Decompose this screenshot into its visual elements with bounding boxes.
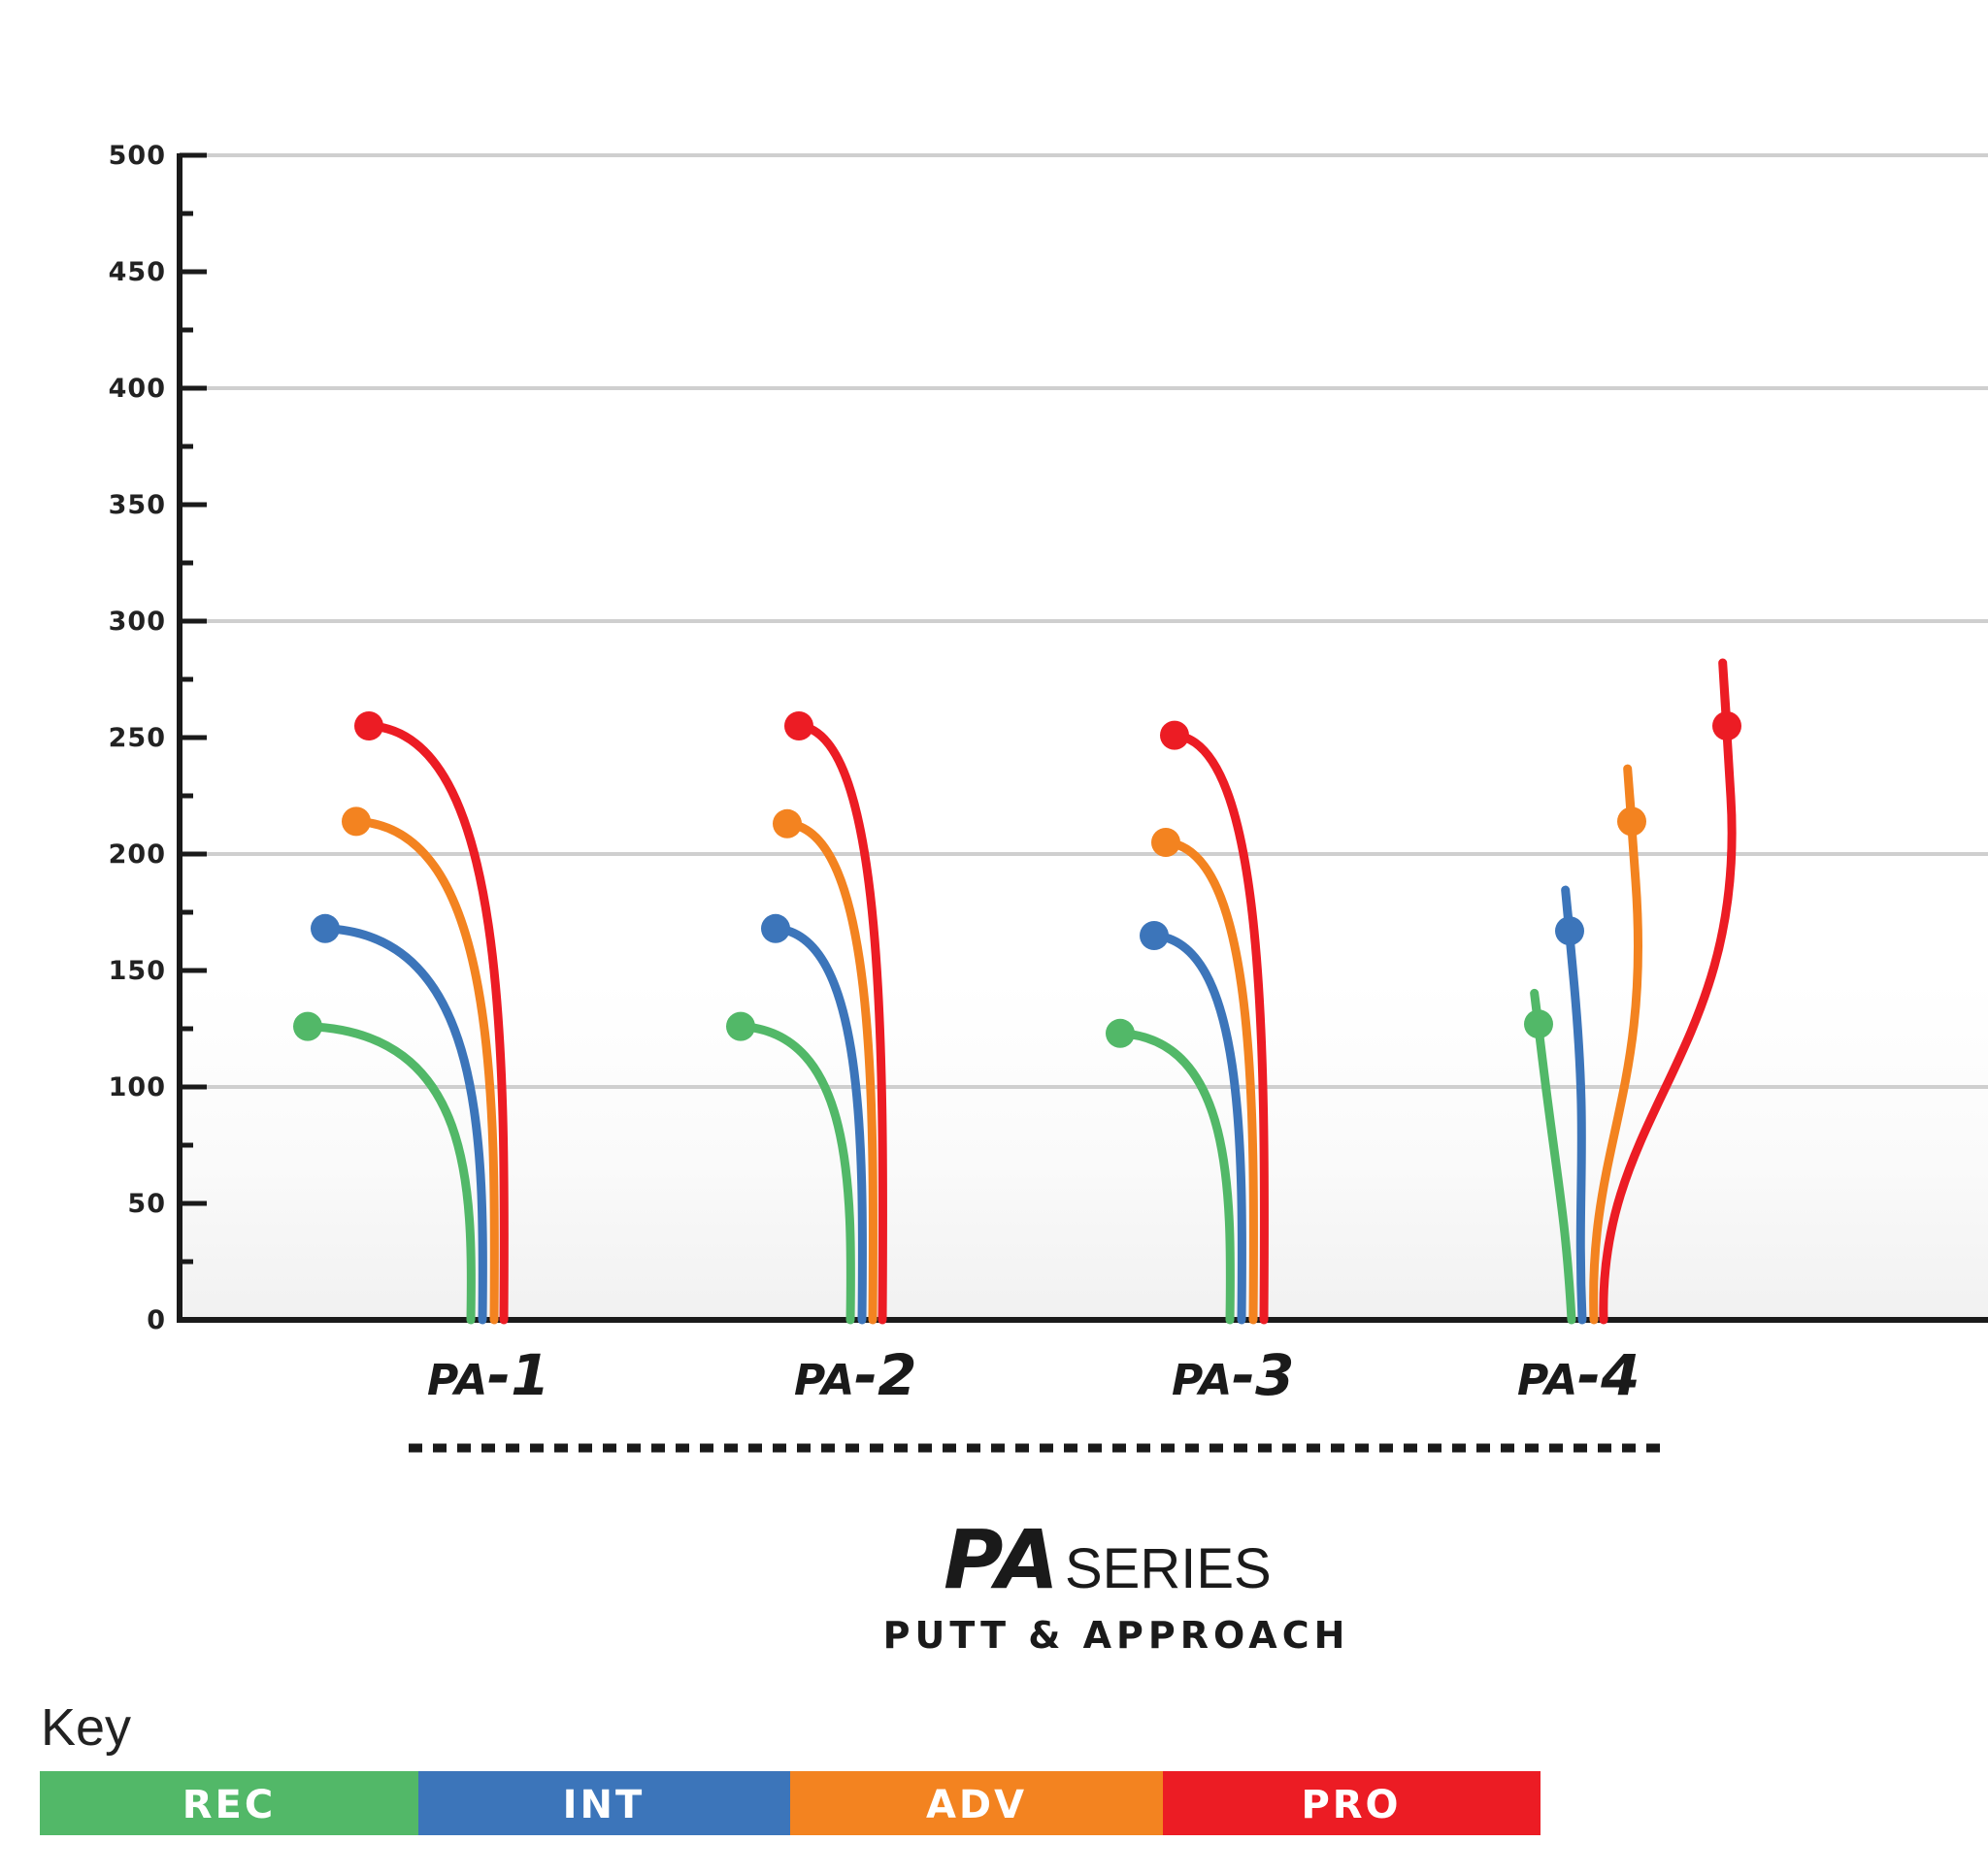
disc-label-pa-2: PA -2 [794, 1342, 916, 1408]
pa-logo-mark: PA [1517, 1356, 1577, 1405]
flight-point-int-1 [311, 913, 340, 943]
flight-path-rec-1 [303, 1022, 476, 1325]
gridlines [180, 153, 1988, 1089]
flight-path-int-4 [1561, 885, 1587, 1325]
flight-path-adv-1 [351, 816, 499, 1325]
key-label-int: INT [563, 1783, 646, 1827]
series-subtitle: PUTT & APPROACH [883, 1614, 1350, 1657]
flight-point-int-2 [761, 913, 790, 943]
flight-path-pro-1 [364, 721, 509, 1325]
key-label-pro: PRO [1301, 1783, 1401, 1827]
disc-label-pa-4: PA -4 [1517, 1342, 1640, 1408]
flight-path-int-3 [1149, 931, 1246, 1325]
pa-logo-mark: PA [427, 1356, 487, 1405]
disc-label-pa-3: PA -3 [1172, 1342, 1294, 1408]
pa-logo-mark: PA [794, 1356, 854, 1405]
series-logo-mark: PA [944, 1512, 1059, 1607]
flight-paths [293, 658, 1741, 1325]
disc-label-pa-1: PA -1 [427, 1342, 549, 1408]
flight-point-pro-1 [354, 711, 383, 740]
flight-path-adv-4 [1589, 764, 1642, 1325]
y-tick-label-350: 350 [109, 490, 166, 520]
key-swatch-int [418, 1771, 790, 1835]
key-swatch-rec [40, 1771, 418, 1835]
flight-point-adv-4 [1617, 806, 1646, 837]
key-item-rec: REC [40, 1771, 418, 1835]
key-label-rec: REC [182, 1783, 276, 1827]
flight-path-pro-2 [794, 721, 887, 1325]
series-pro [354, 658, 1741, 1325]
pa-logo-mark: PA [1172, 1356, 1232, 1405]
y-tick-label-150: 150 [109, 956, 166, 986]
y-tick-label-450: 450 [109, 257, 166, 287]
series-rec [293, 989, 1576, 1325]
disc-label-number: -1 [487, 1342, 549, 1408]
flight-point-adv-2 [773, 808, 802, 839]
y-tick-label-50: 50 [127, 1189, 166, 1219]
flight-point-rec-2 [726, 1011, 755, 1041]
flight-path-adv-3 [1161, 838, 1258, 1325]
flight-point-pro-3 [1160, 720, 1189, 750]
flight-point-rec-1 [293, 1011, 322, 1041]
y-tick-label-100: 100 [109, 1072, 166, 1102]
key-title: Key [41, 1698, 131, 1757]
key-swatch-pro [1163, 1771, 1541, 1835]
series-word: SERIES [1065, 1537, 1272, 1600]
y-tick-label-300: 300 [109, 607, 166, 637]
key-label-adv: ADV [926, 1783, 1027, 1827]
flight-path-rec-2 [736, 1022, 855, 1325]
flight-point-adv-3 [1151, 828, 1180, 857]
flight-point-rec-4 [1524, 1009, 1553, 1039]
y-tick-label-200: 200 [109, 839, 166, 870]
y-axis: 0 50 100 150 200 250 300 350 400 450 500 [109, 141, 1988, 1335]
key-item-pro: PRO [1163, 1771, 1541, 1835]
series-adv [342, 764, 1646, 1325]
y-tick-label-250: 250 [109, 723, 166, 753]
flight-point-int-3 [1140, 921, 1169, 950]
flight-point-pro-4 [1712, 711, 1741, 740]
flight-path-adv-2 [782, 819, 878, 1325]
disc-label-number: -3 [1232, 1342, 1294, 1408]
flight-path-int-2 [771, 924, 867, 1325]
flight-path-rec-3 [1115, 1029, 1235, 1325]
key-item-adv: ADV [790, 1771, 1163, 1835]
flight-path-pro-3 [1170, 731, 1269, 1325]
flight-point-adv-1 [342, 806, 371, 837]
flight-point-int-4 [1555, 916, 1584, 946]
flight-point-rec-3 [1106, 1018, 1135, 1048]
disc-label-number: -4 [1577, 1342, 1640, 1408]
flight-path-int-1 [320, 924, 487, 1325]
flight-point-pro-2 [784, 711, 813, 740]
disc-label-number: -2 [854, 1342, 916, 1408]
y-tick-label-500: 500 [109, 141, 166, 171]
series-int [311, 885, 1587, 1325]
flight-path-pro-4 [1599, 658, 1737, 1325]
y-tick-label-400: 400 [109, 374, 166, 404]
key-swatch-adv [790, 1771, 1163, 1835]
y-tick-label-0: 0 [147, 1305, 166, 1335]
key-item-int: INT [418, 1771, 790, 1835]
flight-path-rec-4 [1530, 989, 1576, 1325]
